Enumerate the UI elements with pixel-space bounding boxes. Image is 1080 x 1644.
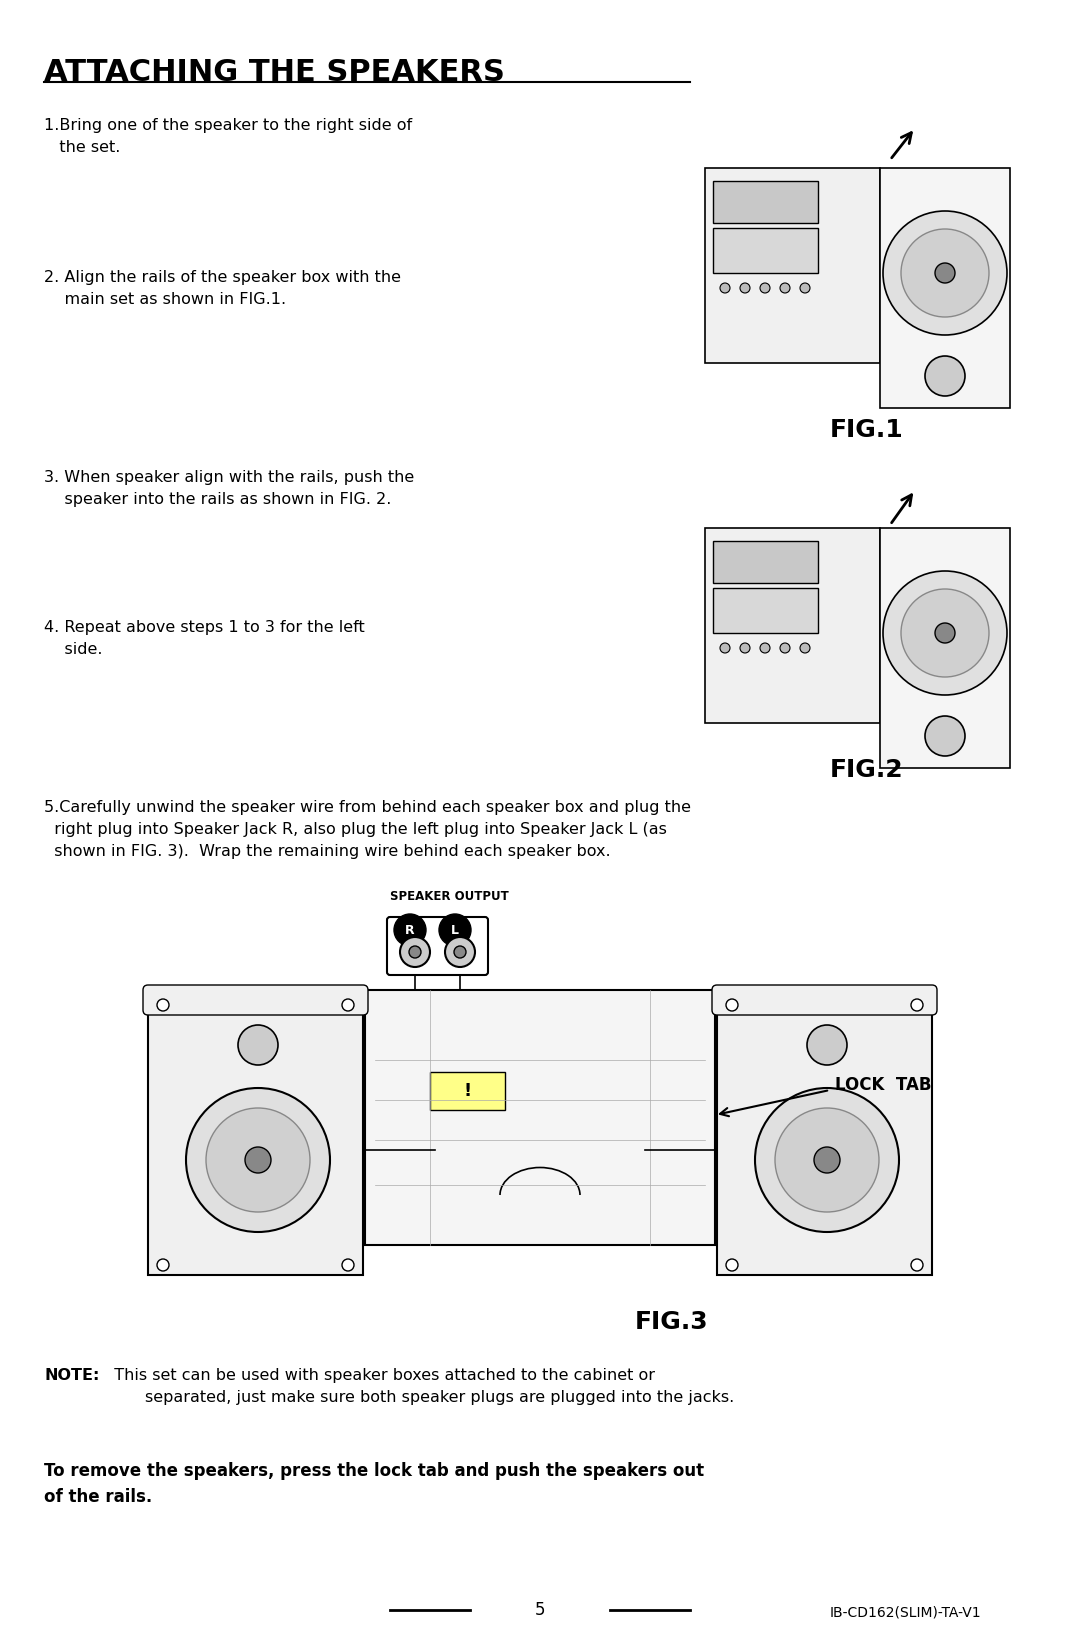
Text: 5: 5 (535, 1601, 545, 1619)
Text: FIG.3: FIG.3 (635, 1310, 708, 1333)
Text: SPEAKER OUTPUT: SPEAKER OUTPUT (390, 889, 509, 903)
Circle shape (726, 1000, 738, 1011)
Text: L: L (451, 924, 459, 937)
Circle shape (409, 945, 421, 958)
Bar (430, 1072, 505, 1110)
Text: 3. When speaker align with the rails, push the
    speaker into the rails as sho: 3. When speaker align with the rails, pu… (44, 470, 415, 508)
Circle shape (720, 283, 730, 293)
Circle shape (814, 1148, 840, 1174)
Circle shape (901, 229, 989, 317)
Text: This set can be used with speaker boxes attached to the cabinet or
        separ: This set can be used with speaker boxes … (104, 1368, 734, 1406)
Circle shape (454, 945, 465, 958)
Circle shape (400, 937, 430, 967)
Circle shape (780, 643, 789, 653)
Circle shape (760, 283, 770, 293)
Text: 4. Repeat above steps 1 to 3 for the left
    side.: 4. Repeat above steps 1 to 3 for the lef… (44, 620, 365, 658)
Circle shape (935, 263, 955, 283)
FancyBboxPatch shape (143, 985, 368, 1014)
Text: ATTACHING THE SPEAKERS: ATTACHING THE SPEAKERS (44, 58, 504, 87)
Circle shape (760, 643, 770, 653)
Circle shape (924, 717, 966, 756)
Circle shape (883, 210, 1007, 335)
Bar (713, 181, 818, 224)
Bar (365, 990, 715, 1245)
Circle shape (740, 643, 750, 653)
Circle shape (726, 1259, 738, 1271)
Circle shape (245, 1148, 271, 1174)
Text: 1.Bring one of the speaker to the right side of
   the set.: 1.Bring one of the speaker to the right … (44, 118, 413, 155)
Bar (148, 990, 363, 1276)
Circle shape (883, 570, 1007, 695)
Text: R: R (405, 924, 415, 937)
Circle shape (807, 1024, 847, 1065)
Text: NOTE:: NOTE: (44, 1368, 99, 1383)
Circle shape (342, 1000, 354, 1011)
Circle shape (438, 914, 471, 945)
Circle shape (935, 623, 955, 643)
Circle shape (800, 283, 810, 293)
Text: FIG.1: FIG.1 (831, 418, 904, 442)
Circle shape (157, 1000, 168, 1011)
Bar (713, 589, 818, 633)
Bar (717, 990, 932, 1276)
Circle shape (720, 643, 730, 653)
Circle shape (740, 283, 750, 293)
Text: LOCK  TAB: LOCK TAB (835, 1077, 931, 1093)
Circle shape (912, 1000, 923, 1011)
Text: 5.Carefully unwind the speaker wire from behind each speaker box and plug the
  : 5.Carefully unwind the speaker wire from… (44, 801, 691, 860)
Circle shape (800, 643, 810, 653)
Circle shape (342, 1259, 354, 1271)
Text: FIG.2: FIG.2 (831, 758, 904, 783)
Bar (880, 168, 1010, 408)
Circle shape (901, 589, 989, 677)
Bar (713, 541, 818, 584)
Circle shape (912, 1259, 923, 1271)
FancyBboxPatch shape (712, 985, 937, 1014)
Circle shape (394, 914, 426, 945)
Bar (705, 528, 880, 723)
Text: !: ! (464, 1082, 472, 1100)
Circle shape (238, 1024, 278, 1065)
Bar (880, 528, 1010, 768)
Circle shape (780, 283, 789, 293)
Circle shape (206, 1108, 310, 1212)
Circle shape (186, 1088, 330, 1231)
Text: IB-CD162(SLIM)-TA-V1: IB-CD162(SLIM)-TA-V1 (831, 1605, 982, 1619)
Bar (705, 168, 880, 363)
Text: To remove the speakers, press the lock tab and push the speakers out
of the rail: To remove the speakers, press the lock t… (44, 1462, 704, 1506)
Bar (713, 229, 818, 273)
Text: 2. Align the rails of the speaker box with the
    main set as shown in FIG.1.: 2. Align the rails of the speaker box wi… (44, 270, 401, 307)
Circle shape (775, 1108, 879, 1212)
FancyBboxPatch shape (387, 917, 488, 975)
Circle shape (157, 1259, 168, 1271)
Circle shape (924, 357, 966, 396)
Circle shape (445, 937, 475, 967)
Circle shape (755, 1088, 899, 1231)
